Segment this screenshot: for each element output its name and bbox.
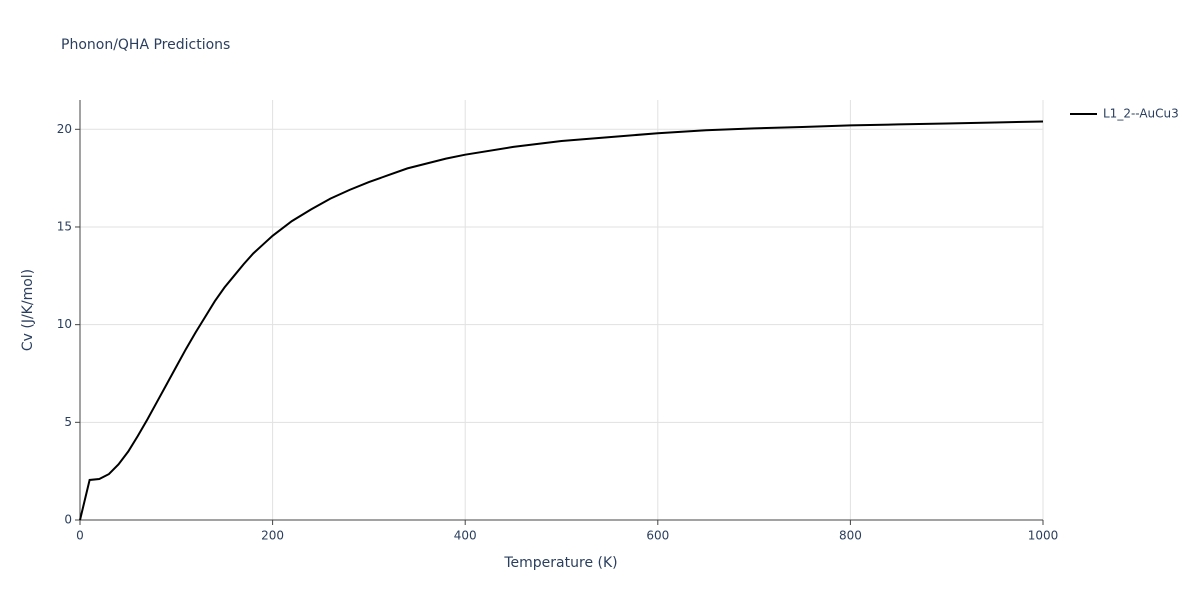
x-tick-label: 0 (76, 529, 84, 543)
y-tick-label: 15 (57, 219, 72, 233)
x-tick-label: 400 (454, 529, 477, 543)
x-tick-label: 800 (839, 529, 862, 543)
chart-title: Phonon/QHA Predictions (61, 37, 230, 53)
x-tick-label: 1000 (1028, 529, 1059, 543)
x-tick-label: 600 (646, 529, 669, 543)
y-axis-title: Cv (J/K/mol) (20, 269, 36, 351)
x-axis-title: Temperature (K) (503, 555, 617, 571)
data-line (79, 120, 1044, 521)
y-tick-label: 10 (57, 317, 72, 331)
y-tick-label: 0 (64, 513, 72, 527)
legend-label: L1_2--AuCu3 (1103, 107, 1179, 121)
y-tick-label: 5 (64, 415, 72, 429)
y-tick-label: 20 (57, 122, 72, 136)
x-tick-label: 200 (261, 529, 284, 543)
